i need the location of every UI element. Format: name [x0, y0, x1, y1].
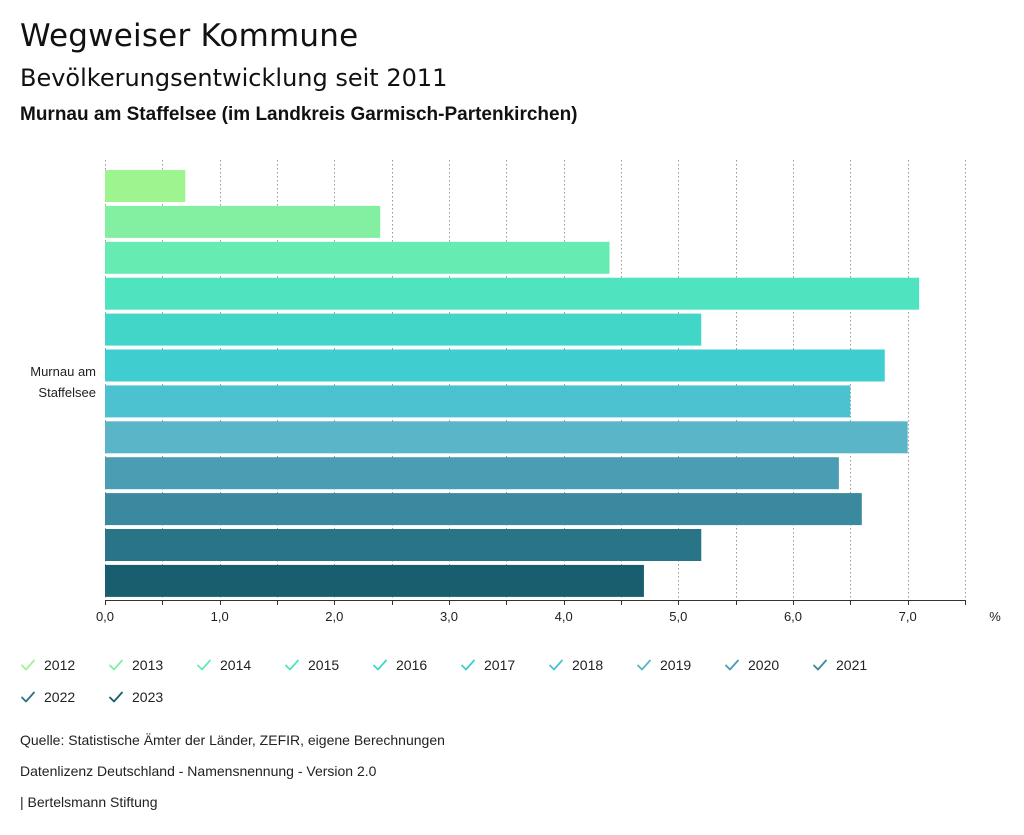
axis-layer: 0,0 1,0 2,0 3,0 4,0 5,0 6,0 7,0%	[96, 600, 1001, 624]
bar-2018	[105, 385, 851, 418]
chart-subtitle: Bevölkerungsentwicklung seit 2011	[20, 64, 448, 92]
x-tick-label: 1,0	[211, 609, 229, 624]
bar-2020	[105, 457, 839, 490]
checkmark-icon	[725, 659, 739, 671]
bar-2016	[105, 313, 702, 346]
legend-label: 2016	[396, 657, 428, 673]
legend-item-2013[interactable]: 2013	[108, 657, 163, 673]
legend-item-2012[interactable]: 2012	[20, 657, 75, 673]
region-label: Murnau am Staffelsee (im Landkreis Garmi…	[20, 104, 578, 125]
bar-2023	[105, 564, 644, 597]
category-label-line-2: Staffelsee	[38, 385, 96, 400]
x-tick-label: 5,0	[669, 609, 687, 624]
x-tick-label: 7,0	[899, 609, 917, 624]
checkmark-icon	[21, 691, 35, 703]
x-tick-label: 2,0	[325, 609, 343, 624]
category-label: Murnau am Staffelsee	[10, 361, 96, 403]
x-tick-label: 4,0	[555, 609, 573, 624]
legend-label: 2019	[660, 657, 692, 673]
bar-2012	[105, 170, 186, 202]
checkmark-icon	[813, 659, 827, 671]
source-note: Quelle: Statistische Ämter der Länder, Z…	[20, 732, 445, 748]
legend-item-2023[interactable]: 2023	[108, 689, 163, 705]
checkmark-icon	[549, 659, 563, 671]
bar-2022	[105, 529, 702, 561]
checkmark-icon	[109, 691, 123, 703]
bar-2021	[105, 493, 862, 526]
checkmark-icon	[637, 659, 651, 671]
legend-label: 2014	[220, 657, 252, 673]
bar-2014	[105, 241, 610, 274]
legend-item-2017[interactable]: 2017	[460, 657, 515, 673]
bar-2015	[105, 277, 920, 310]
legend-item-2016[interactable]: 2016	[372, 657, 427, 673]
checkmark-icon	[197, 659, 211, 671]
page-title: Wegweiser Kommune	[20, 18, 359, 54]
legend-label: 2015	[308, 657, 340, 673]
x-tick-label: 6,0	[784, 609, 802, 624]
legend-item-2015[interactable]: 2015	[284, 657, 339, 673]
checkmark-icon	[373, 659, 387, 671]
x-tick-label: 3,0	[440, 609, 458, 624]
category-label-line-1: Murnau am	[30, 364, 96, 379]
bar-2017	[105, 349, 885, 382]
bar-layer	[105, 170, 920, 597]
legend-label: 2018	[572, 657, 604, 673]
legend-label: 2012	[44, 657, 76, 673]
legend-label: 2013	[132, 657, 164, 673]
checkmark-icon	[109, 659, 123, 671]
bar-chart: 0,0 1,0 2,0 3,0 4,0 5,0 6,0 7,0%	[96, 160, 1001, 624]
legend-label: 2020	[748, 657, 780, 673]
legend-item-2019[interactable]: 2019	[636, 657, 691, 673]
checkmark-icon	[21, 659, 35, 671]
legend-label: 2017	[484, 657, 516, 673]
legend-item-2018[interactable]: 2018	[548, 657, 603, 673]
license-note: Datenlizenz Deutschland - Namensnennung …	[20, 763, 377, 779]
publisher-note: | Bertelsmann Stiftung	[20, 794, 158, 810]
checkmark-icon	[285, 659, 299, 671]
x-tick-label: 0,0	[96, 609, 114, 624]
bar-2013	[105, 205, 381, 238]
legend-label: 2023	[132, 689, 164, 705]
legend-item-2014[interactable]: 2014	[196, 657, 251, 673]
x-axis-unit-label: %	[989, 609, 1001, 624]
legend-item-2020[interactable]: 2020	[724, 657, 779, 673]
legend-label: 2022	[44, 689, 76, 705]
legend-item-2022[interactable]: 2022	[20, 689, 75, 705]
legend-label: 2021	[836, 657, 868, 673]
bar-2019	[105, 421, 908, 454]
checkmark-icon	[461, 659, 475, 671]
legend-item-2021[interactable]: 2021	[812, 657, 867, 673]
